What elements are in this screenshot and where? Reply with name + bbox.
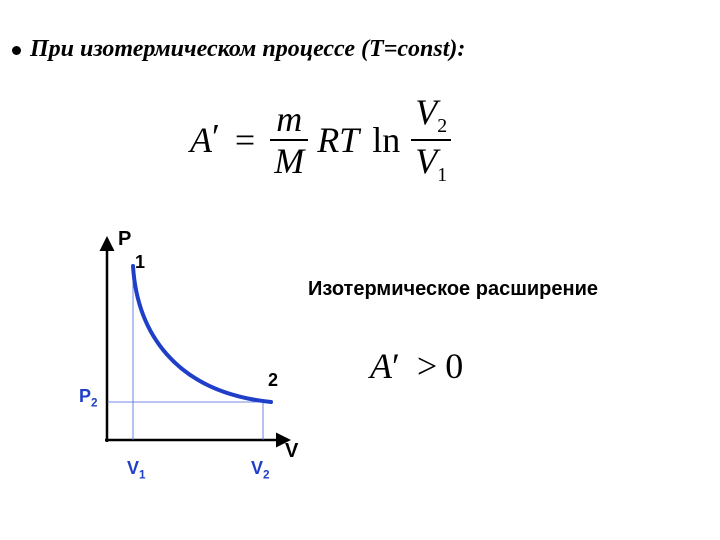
process-caption: Изотермическое расширение — [308, 278, 598, 301]
frac2-num-sub: 2 — [437, 115, 447, 137]
pv-graph-svg — [85, 230, 305, 490]
ineq-prime: ′ — [392, 346, 400, 386]
formula-lhs: A — [190, 119, 212, 161]
p2-axis-label: P2 — [79, 386, 98, 410]
axis-label-p: P — [118, 228, 131, 251]
formula-fraction-mass: m M — [270, 101, 308, 179]
frac2-num-sym: V — [415, 92, 437, 132]
frac2-den: V1 — [411, 139, 451, 186]
formula-rt: RT — [317, 119, 359, 161]
work-formula: A′ = m M RT ln V2 V1 — [190, 94, 451, 186]
work-inequality: A′ >0 — [370, 345, 463, 387]
pv-graph: P V 1 2 P2 V1 V2 — [85, 230, 305, 490]
formula-fraction-volume: V2 V1 — [411, 94, 451, 186]
v2-axis-label: V2 — [251, 458, 270, 482]
formula-equals: = — [235, 119, 255, 161]
frac2-den-sub: 1 — [437, 164, 447, 186]
slide-title: При изотермическом процессе (Т=const): — [30, 36, 465, 63]
formula-ln: ln — [372, 119, 400, 161]
ineq-rhs: 0 — [445, 346, 463, 386]
frac1-num: m — [270, 101, 308, 139]
v1-axis-label: V1 — [127, 458, 146, 482]
formula-prime: ′ — [212, 116, 220, 156]
title-bullet — [12, 46, 21, 55]
point-2-label: 2 — [268, 370, 278, 391]
frac1-den: M — [270, 139, 308, 179]
point-1-label: 1 — [135, 252, 145, 273]
isotherm-curve — [133, 266, 271, 402]
axis-label-v: V — [285, 440, 298, 463]
ineq-rel: > — [417, 346, 437, 386]
frac2-num: V2 — [411, 94, 451, 139]
frac2-den-sym: V — [415, 141, 437, 181]
ineq-lhs: A — [370, 346, 392, 386]
